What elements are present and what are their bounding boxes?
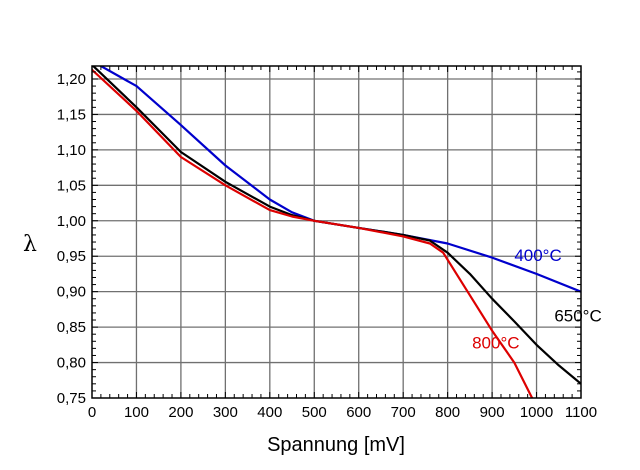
x-tick-label: 1100 xyxy=(565,404,597,421)
minor-ticks xyxy=(91,66,582,399)
x-tick-label: 600 xyxy=(346,404,371,421)
y-tick-label: 0,85 xyxy=(57,319,86,336)
x-tick-label: 300 xyxy=(213,404,238,421)
y-tick-label: 1,00 xyxy=(57,213,86,230)
x-tick-labels: 0 100 200 300 400 500 600 700 800 900 1000 1100 xyxy=(88,404,597,421)
x-axis-title: Spannung [mV] xyxy=(267,434,405,456)
x-tick-label: 200 xyxy=(168,404,193,421)
y-tick-label: 1,20 xyxy=(57,71,86,88)
series-label: 400°C xyxy=(514,246,561,265)
x-tick-label: 0 xyxy=(88,404,96,421)
x-tick-label: 900 xyxy=(480,404,505,421)
series-line-800C xyxy=(92,68,534,398)
y-tick-label: 1,15 xyxy=(57,106,86,123)
y-tick-label: 1,05 xyxy=(57,177,86,194)
y-axis-title: λ xyxy=(23,232,37,257)
series-line-650C xyxy=(92,66,581,385)
x-tick-label: 700 xyxy=(391,404,416,421)
x-tick-label: 400 xyxy=(257,404,282,421)
plot-frame xyxy=(91,65,582,399)
x-tick-label: 1000 xyxy=(520,404,553,421)
series-line-400C xyxy=(98,66,581,293)
y-tick-label: 0,80 xyxy=(57,355,86,372)
series-annotations: 400°C 650°C 800°C xyxy=(472,246,602,352)
y-tick-label: 0,95 xyxy=(57,248,86,265)
series-label: 650°C xyxy=(554,306,601,325)
x-tick-label: 800 xyxy=(435,404,460,421)
series-label: 800°C xyxy=(472,333,519,352)
y-tick-labels: 0,75 0,80 0,85 0,90 0,95 1,00 1,05 1,10 1,15 1,20 xyxy=(57,71,86,407)
x-tick-label: 100 xyxy=(124,404,149,421)
x-tick-label: 500 xyxy=(302,404,327,421)
grid xyxy=(92,66,581,398)
y-tick-label: 1,10 xyxy=(57,142,86,159)
series-group xyxy=(92,66,581,398)
y-tick-label: 0,75 xyxy=(57,390,86,407)
y-tick-label: 0,90 xyxy=(57,284,86,301)
